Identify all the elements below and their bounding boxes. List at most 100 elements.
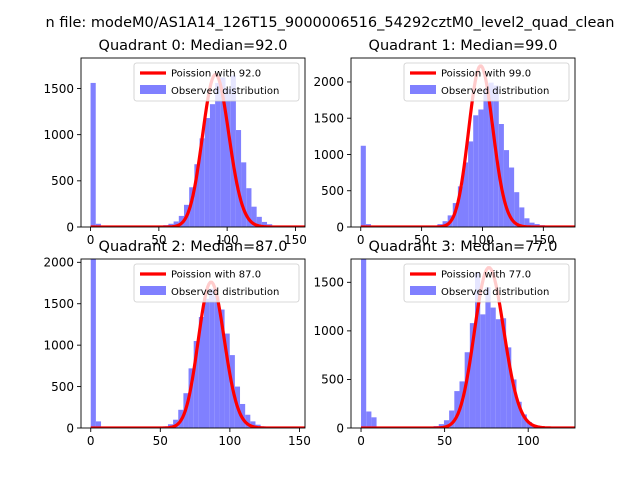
histogram-bar bbox=[219, 309, 225, 428]
histogram-bar bbox=[235, 130, 242, 227]
histogram-bar bbox=[464, 352, 470, 428]
histogram-bars bbox=[361, 259, 564, 428]
legend: Poission with 99.0 Observed distribution bbox=[403, 62, 570, 102]
histogram-bars bbox=[360, 82, 566, 227]
histogram-bar bbox=[95, 421, 102, 428]
histogram-bar bbox=[514, 192, 520, 227]
histogram-bar bbox=[215, 82, 221, 227]
legend-box bbox=[133, 263, 300, 303]
histogram-bar bbox=[194, 164, 200, 227]
x-tick-label: 100 bbox=[517, 434, 540, 448]
histogram-bar bbox=[360, 145, 366, 227]
histogram-bar bbox=[245, 414, 251, 428]
histogram-bar bbox=[483, 89, 489, 227]
x-tick-label: 50 bbox=[151, 233, 166, 247]
axes-frame bbox=[80, 57, 306, 228]
histogram-bar bbox=[224, 333, 230, 428]
x-tick-label: 50 bbox=[414, 233, 429, 247]
histogram-bar bbox=[199, 138, 205, 227]
histogram-bar bbox=[488, 82, 494, 227]
y-tick-label: 1000 bbox=[313, 324, 344, 338]
histogram-bar bbox=[214, 296, 220, 428]
subplot-title: Quadrant 1: Median=99.0 bbox=[369, 38, 558, 54]
histogram-bar bbox=[90, 259, 96, 428]
x-tick-label: 100 bbox=[471, 233, 494, 247]
histogram-bar bbox=[475, 272, 481, 428]
axes-frame bbox=[350, 57, 576, 228]
legend: Poission with 92.0 Observed distribution bbox=[133, 62, 300, 102]
y-tick-label: 500 bbox=[51, 380, 74, 394]
histogram-bar bbox=[511, 379, 517, 428]
histogram-bar bbox=[261, 221, 268, 227]
axes-frame bbox=[80, 258, 306, 429]
y-tick-label: 1000 bbox=[43, 128, 74, 142]
histogram-bar bbox=[457, 186, 463, 227]
legend: Poission with 87.0 Observed distribution bbox=[133, 263, 300, 303]
histogram-bar bbox=[495, 319, 501, 428]
y-tick-label: 2000 bbox=[313, 75, 344, 89]
histogram-bar bbox=[173, 221, 179, 227]
histogram-bar bbox=[198, 316, 204, 428]
histogram-bar bbox=[473, 115, 479, 227]
legend-label-observed: Observed distribution bbox=[171, 287, 279, 298]
histogram-bar bbox=[498, 124, 504, 227]
figure-suptitle: n file: modeM0/AS1A14_126T15_9000006516_… bbox=[46, 15, 615, 31]
legend-box bbox=[403, 62, 570, 102]
histogram-bar bbox=[251, 206, 257, 227]
histogram-bar bbox=[193, 341, 199, 428]
histogram-bar bbox=[516, 401, 522, 428]
legend-label-observed: Observed distribution bbox=[171, 86, 279, 97]
histogram-bar bbox=[468, 141, 474, 227]
histogram-bar bbox=[449, 410, 455, 428]
y-tick-label: 1000 bbox=[313, 148, 344, 162]
histogram-bar bbox=[371, 417, 377, 428]
histogram-bar bbox=[230, 75, 236, 227]
legend-bar-swatch bbox=[140, 85, 166, 94]
histogram-bar bbox=[490, 307, 496, 428]
histogram-bar bbox=[366, 411, 372, 428]
y-tick-label: 500 bbox=[51, 174, 74, 188]
x-tick-label: 0 bbox=[87, 233, 95, 247]
legend-label-observed: Observed distribution bbox=[441, 86, 549, 97]
y-tick-label: 1500 bbox=[313, 112, 344, 126]
histogram-bar bbox=[443, 420, 450, 428]
histogram-bar bbox=[509, 167, 515, 227]
y-tick-label: 0 bbox=[66, 220, 74, 234]
x-tick-label: 150 bbox=[532, 233, 555, 247]
y-tick-label: 0 bbox=[336, 421, 344, 435]
histogram-bar bbox=[519, 207, 525, 227]
x-tick-label: 0 bbox=[357, 233, 365, 247]
y-tick-label: 1500 bbox=[43, 82, 74, 96]
legend-bar-swatch bbox=[410, 85, 436, 94]
histogram-bar bbox=[454, 391, 460, 428]
y-tick-label: 0 bbox=[66, 421, 74, 435]
y-tick-label: 0 bbox=[336, 220, 344, 234]
x-tick-label: 0 bbox=[357, 434, 365, 448]
histogram-bar bbox=[526, 422, 533, 428]
histogram-bar bbox=[241, 162, 247, 227]
legend-label-poisson: Poission with 99.0 bbox=[441, 69, 531, 80]
y-tick-label: 1500 bbox=[43, 297, 74, 311]
histogram-bar bbox=[220, 77, 226, 227]
legend-box bbox=[403, 263, 570, 303]
legend-label-observed: Observed distribution bbox=[441, 287, 549, 298]
histogram-bar bbox=[361, 259, 367, 428]
histogram-bar bbox=[469, 323, 476, 428]
histogram-bar bbox=[203, 298, 210, 428]
legend-bar-swatch bbox=[410, 286, 436, 295]
legend-label-poisson: Poission with 77.0 bbox=[441, 270, 531, 281]
y-tick-label: 500 bbox=[321, 184, 344, 198]
histogram-bar bbox=[463, 162, 469, 227]
legend-box bbox=[133, 62, 300, 102]
x-tick-label: 50 bbox=[437, 434, 452, 448]
x-tick-label: 100 bbox=[218, 434, 241, 448]
histogram-bar bbox=[521, 414, 527, 428]
histogram-bar bbox=[204, 118, 210, 227]
legend-label-poisson: Poission with 87.0 bbox=[171, 270, 261, 281]
x-tick-label: 150 bbox=[284, 233, 307, 247]
histogram-bar bbox=[246, 188, 252, 227]
